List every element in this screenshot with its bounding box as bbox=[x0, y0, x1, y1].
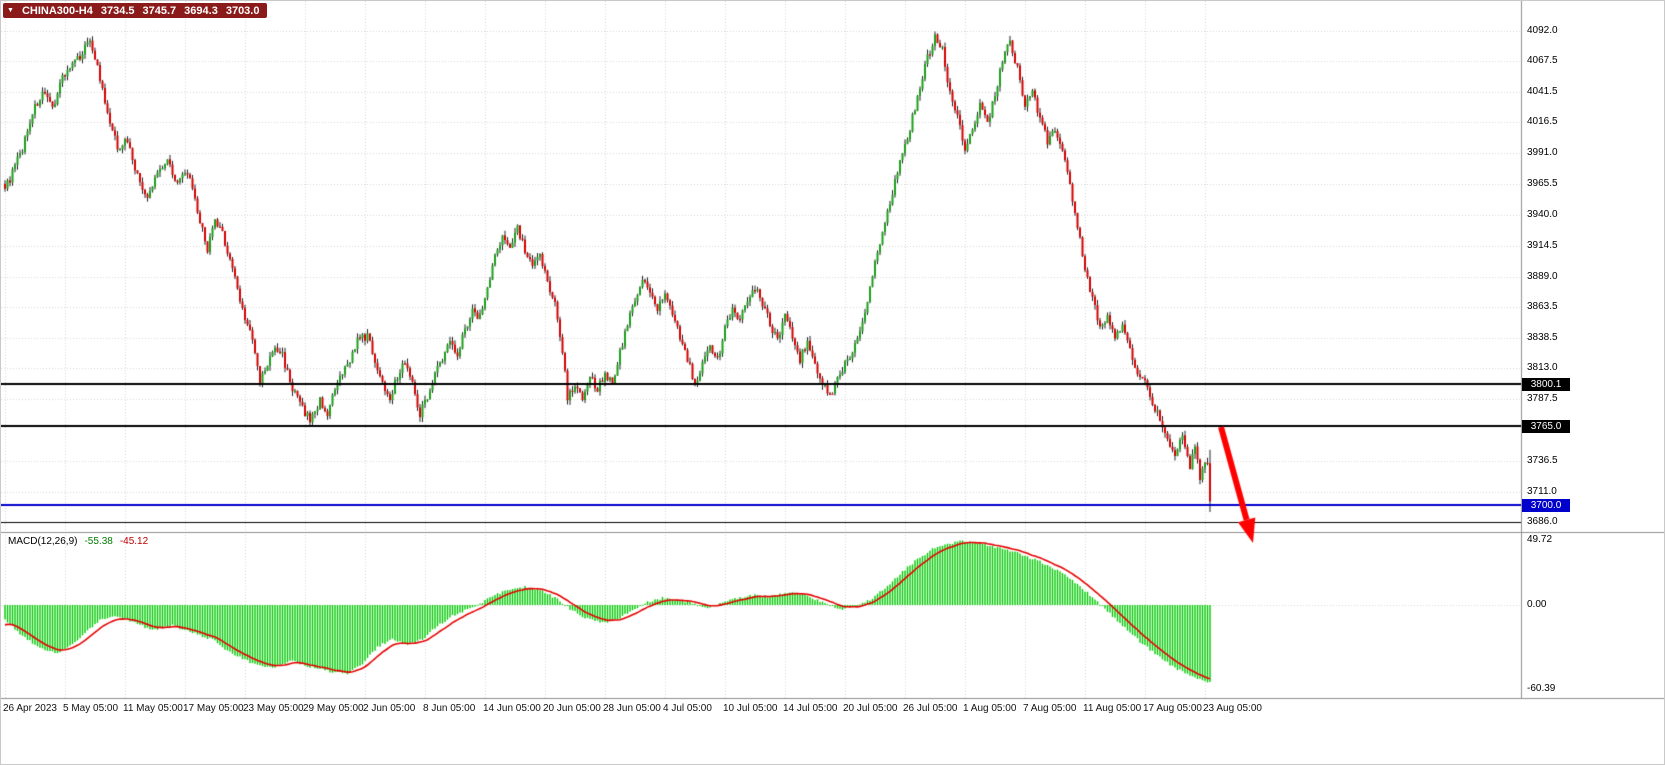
time-tick-label: 17 May 05:00 bbox=[183, 703, 244, 714]
price-tick-label: 4067.5 bbox=[1527, 54, 1558, 66]
time-tick-label: 26 Apr 2023 bbox=[3, 703, 57, 714]
macd-tick-label: 0.00 bbox=[1527, 599, 1547, 610]
time-tick-label: 28 Jun 05:00 bbox=[603, 703, 661, 714]
time-tick-label: 4 Jul 05:00 bbox=[663, 703, 712, 714]
price-tick-label: 3914.5 bbox=[1527, 239, 1558, 251]
time-tick-label: 8 Jun 05:00 bbox=[423, 703, 476, 714]
price-tick-label: 3711.0 bbox=[1527, 485, 1557, 497]
price-tick-label: 3813.0 bbox=[1527, 362, 1558, 374]
macd-tick-label: -60.39 bbox=[1527, 683, 1556, 694]
price-tick-label: 4016.5 bbox=[1527, 116, 1558, 128]
time-tick-label: 29 May 05:00 bbox=[303, 703, 364, 714]
time-tick-label: 11 May 05:00 bbox=[123, 703, 183, 714]
time-tick-label: 20 Jul 05:00 bbox=[843, 703, 898, 714]
macd-tick-label: 49.72 bbox=[1527, 534, 1553, 545]
time-tick-label: 1 Aug 05:00 bbox=[963, 703, 1017, 714]
symbol-timeframe-label: CHINA300-H4 bbox=[21, 4, 93, 17]
price-tick-label: 3965.5 bbox=[1527, 177, 1558, 189]
price-tick-label: 3940.0 bbox=[1527, 208, 1558, 220]
price-level-tag-current: 3700.0 bbox=[1522, 498, 1570, 512]
time-tick-label: 17 Aug 05:00 bbox=[1143, 703, 1202, 714]
price-level-tag-resistance: 3800.1 bbox=[1522, 377, 1570, 391]
macd-signal-value: -45.12 bbox=[119, 536, 149, 547]
ohlc-high-value: 3745.7 bbox=[142, 4, 177, 17]
ohlc-close-value: 3703.0 bbox=[225, 4, 260, 17]
time-tick-label: 14 Jun 05:00 bbox=[483, 703, 541, 714]
macd-main-value: -55.38 bbox=[84, 536, 113, 547]
time-tick-label: 7 Aug 05:00 bbox=[1023, 703, 1077, 714]
chevron-down-icon[interactable]: ▼ bbox=[7, 7, 14, 14]
symbol-badge[interactable]: ▼ CHINA300-H4 3734.5 3745.7 3694.3 3703.… bbox=[3, 3, 268, 18]
time-tick-label: 2 Jun 05:00 bbox=[363, 703, 416, 714]
time-tick-label: 5 May 05:00 bbox=[63, 703, 119, 714]
price-tick-label: 3889.0 bbox=[1527, 270, 1558, 282]
time-tick-label: 23 Aug 05:00 bbox=[1203, 703, 1262, 714]
price-tick-label: 3787.5 bbox=[1527, 393, 1558, 405]
price-tick-label: 4092.0 bbox=[1527, 25, 1558, 36]
price-tick-label: 3686.0 bbox=[1527, 516, 1558, 527]
price-tick-label: 3736.5 bbox=[1527, 454, 1558, 466]
time-tick-label: 26 Jul 05:00 bbox=[903, 703, 958, 714]
price-level-tag-support: 3765.0 bbox=[1522, 419, 1570, 433]
price-tick-label: 4041.5 bbox=[1527, 86, 1558, 98]
time-tick-label: 14 Jul 05:00 bbox=[783, 703, 838, 714]
price-tick-label: 3838.5 bbox=[1527, 331, 1558, 343]
price-tick-label: 3991.0 bbox=[1527, 147, 1558, 159]
ohlc-open-value: 3734.5 bbox=[100, 4, 135, 17]
price-tick-label: 3863.5 bbox=[1527, 301, 1558, 313]
macd-name: MACD(12,26,9) bbox=[8, 536, 78, 547]
ohlc-low-value: 3694.3 bbox=[184, 4, 218, 17]
time-tick-label: 23 May 05:00 bbox=[243, 703, 304, 714]
time-tick-label: 11 Aug 05:00 bbox=[1083, 703, 1142, 714]
time-tick-label: 20 Jun 05:00 bbox=[543, 703, 601, 714]
macd-indicator-label: MACD(12,26,9) -55.38 -45.12 bbox=[8, 536, 148, 547]
time-tick-label: 10 Jul 05:00 bbox=[723, 703, 778, 714]
